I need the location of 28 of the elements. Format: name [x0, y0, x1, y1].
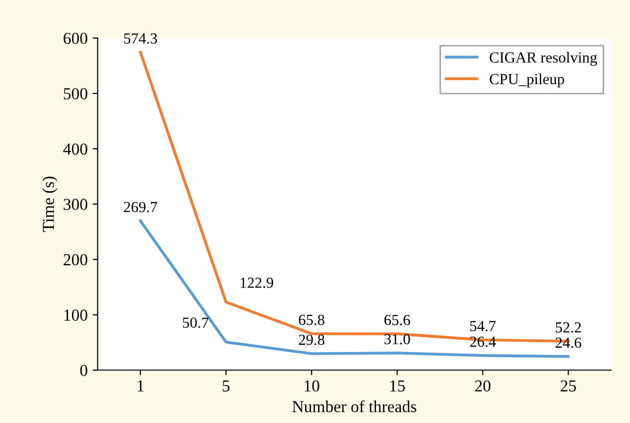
- x-tick-label: 25: [560, 380, 576, 392]
- y-axis-title: Time (s): [42, 176, 58, 232]
- y-tick-label: 0: [80, 364, 88, 376]
- y-tick-label: 400: [63, 143, 88, 155]
- x-tick-label: 20: [475, 380, 490, 392]
- data-label: 65.8: [298, 314, 324, 326]
- y-tick-label: 600: [64, 32, 88, 44]
- data-label: 65.6: [384, 314, 410, 326]
- y-tick-label: 200: [64, 254, 88, 266]
- x-tick-label: 5: [222, 380, 230, 392]
- y-tick-label: 100: [64, 309, 88, 321]
- data-label: 54.7: [470, 320, 496, 332]
- x-tick-label: 1: [138, 380, 144, 392]
- data-label: 24.6: [556, 338, 582, 348]
- data-label: 50.7: [182, 318, 208, 328]
- data-label: 574.3: [124, 33, 158, 44]
- legend-label: CPU_pileup: [490, 74, 564, 88]
- data-label: 269.7: [124, 202, 158, 212]
- data-label: 52.2: [556, 322, 581, 333]
- data-label: 29.8: [298, 334, 324, 346]
- data-label: 31.0: [384, 334, 410, 344]
- data-label: 122.9: [240, 278, 274, 288]
- y-tick-label: 500: [64, 88, 88, 100]
- x-tick-label: 10: [304, 380, 320, 392]
- x-axis-title: Number of threads: [292, 400, 416, 412]
- y-tick-label: 300: [64, 198, 88, 210]
- legend-label: CIGAR resolving: [490, 52, 598, 66]
- x-tick-label: 15: [390, 380, 405, 392]
